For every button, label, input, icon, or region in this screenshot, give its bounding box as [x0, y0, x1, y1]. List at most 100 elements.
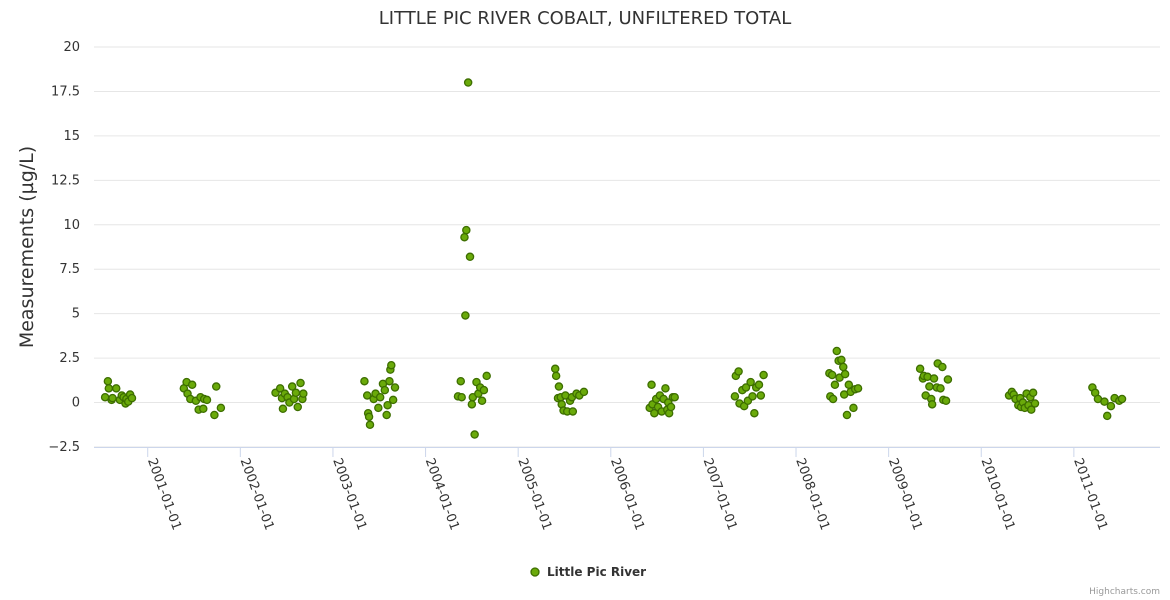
data-point[interactable] — [853, 384, 863, 393]
data-point[interactable] — [216, 403, 226, 413]
data-point[interactable] — [842, 410, 852, 420]
data-point[interactable] — [385, 376, 394, 386]
data-point[interactable] — [554, 382, 564, 391]
data-point[interactable] — [390, 383, 400, 392]
data-point[interactable] — [388, 395, 398, 405]
data-point[interactable] — [827, 370, 837, 380]
data-point[interactable] — [759, 370, 768, 380]
data-point[interactable] — [941, 396, 951, 406]
chart-title: LITTLE PIC RIVER COBALT, UNFILTERED TOTA… — [379, 8, 792, 29]
data-point[interactable] — [456, 376, 466, 386]
x-tick-label: 2006-01-01 — [607, 456, 647, 532]
data-point[interactable] — [568, 407, 578, 416]
data-point[interactable] — [929, 374, 939, 383]
y-tick-label: 15 — [63, 129, 80, 144]
data-point[interactable] — [210, 410, 219, 420]
data-point[interactable] — [278, 404, 288, 414]
data-point[interactable] — [936, 384, 945, 393]
data-point[interactable] — [670, 392, 679, 402]
data-point[interactable] — [844, 380, 854, 390]
data-point[interactable] — [202, 395, 212, 405]
data-point[interactable] — [579, 387, 589, 397]
data-point[interactable] — [463, 78, 473, 87]
data-point[interactable] — [387, 360, 396, 370]
data-point[interactable] — [467, 400, 477, 409]
data-point[interactable] — [1027, 405, 1036, 414]
data-point[interactable] — [287, 382, 297, 391]
data-point[interactable] — [1030, 399, 1040, 408]
x-tick-label: 2008-01-01 — [792, 456, 832, 532]
data-point[interactable] — [293, 402, 303, 412]
data-point[interactable] — [734, 367, 743, 376]
data-point[interactable] — [482, 371, 491, 381]
credits-link[interactable]: Highcharts.com — [1089, 587, 1160, 597]
y-tick-label: 12.5 — [51, 173, 80, 188]
data-point[interactable] — [750, 408, 759, 418]
data-point[interactable] — [108, 393, 117, 403]
x-tick-label: 2002-01-01 — [237, 456, 277, 532]
data-point[interactable] — [291, 388, 301, 398]
data-point[interactable] — [375, 392, 385, 402]
data-point[interactable] — [1100, 397, 1109, 406]
data-point[interactable] — [461, 311, 470, 320]
data-point[interactable] — [748, 392, 757, 401]
data-point[interactable] — [661, 384, 670, 393]
data-point[interactable] — [1106, 401, 1116, 411]
x-tick-label: 2005-01-01 — [514, 456, 554, 532]
data-point[interactable] — [479, 385, 489, 395]
data-point[interactable] — [382, 410, 391, 420]
data-point[interactable] — [457, 392, 466, 402]
data-point[interactable] — [756, 391, 766, 400]
data-point[interactable] — [746, 377, 755, 387]
data-point[interactable] — [1028, 388, 1038, 398]
data-point[interactable] — [465, 252, 475, 262]
data-point[interactable] — [104, 384, 114, 393]
data-point[interactable] — [111, 384, 121, 393]
data-point[interactable] — [360, 376, 369, 386]
legend[interactable]: Little Pic River — [530, 565, 646, 579]
data-point[interactable] — [849, 403, 858, 413]
data-point[interactable] — [830, 380, 840, 390]
data-point[interactable] — [741, 383, 751, 392]
data-point[interactable] — [927, 400, 937, 409]
data-point[interactable] — [187, 380, 197, 390]
data-point[interactable] — [477, 396, 487, 406]
data-point[interactable] — [839, 362, 848, 372]
data-point[interactable] — [730, 392, 740, 401]
data-point[interactable] — [551, 371, 561, 381]
data-point[interactable] — [364, 412, 374, 422]
data-point[interactable] — [837, 355, 846, 365]
data-point[interactable] — [754, 380, 764, 390]
y-tick-label: −2.5 — [48, 440, 80, 455]
data-point[interactable] — [460, 232, 469, 242]
data-point[interactable] — [462, 225, 471, 235]
data-point[interactable] — [470, 430, 479, 439]
data-point[interactable] — [212, 382, 221, 391]
data-point[interactable] — [1102, 411, 1112, 421]
data-point[interactable] — [299, 389, 308, 398]
data-point[interactable] — [666, 402, 676, 412]
y-axis-label: Measurements (µg/L) — [16, 146, 38, 348]
data-point[interactable] — [915, 364, 925, 374]
data-point[interactable] — [647, 380, 656, 390]
data-point[interactable] — [943, 375, 953, 384]
data-point[interactable] — [127, 393, 137, 403]
data-point[interactable] — [374, 403, 383, 413]
data-point[interactable] — [275, 384, 285, 393]
data-point[interactable] — [383, 400, 392, 410]
data-point[interactable] — [832, 346, 842, 356]
data-point[interactable] — [296, 378, 305, 388]
data-point[interactable] — [199, 404, 208, 414]
data-point[interactable] — [365, 420, 375, 430]
data-point[interactable] — [1117, 394, 1127, 404]
data-point[interactable] — [103, 376, 113, 386]
x-tick-label: 2003-01-01 — [329, 456, 369, 532]
data-point[interactable] — [938, 362, 947, 372]
data-points[interactable] — [100, 78, 1127, 439]
data-point[interactable] — [925, 382, 934, 391]
data-point[interactable] — [840, 369, 850, 379]
data-point[interactable] — [362, 391, 372, 400]
data-point[interactable] — [550, 364, 560, 374]
data-point[interactable] — [380, 385, 390, 395]
data-point[interactable] — [828, 394, 838, 404]
